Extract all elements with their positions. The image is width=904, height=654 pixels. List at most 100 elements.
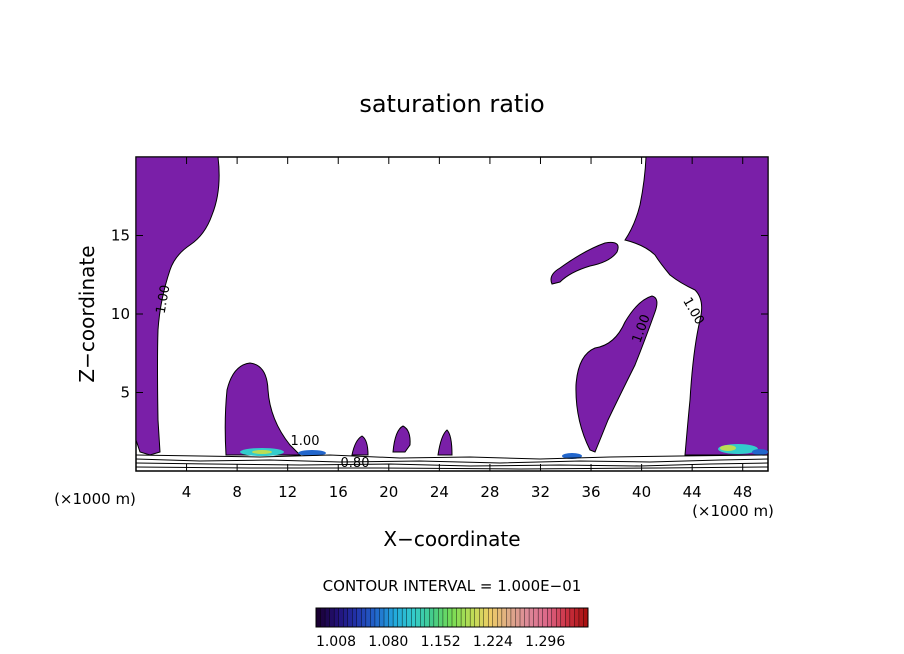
x-tick-label: 16: [329, 483, 348, 501]
colorbar-segment: [424, 607, 430, 628]
contour-label-left: 1.00: [154, 284, 174, 315]
region-right-tall: [624, 156, 769, 456]
saturation-cores: [240, 444, 768, 459]
core-left-inner: [252, 450, 272, 454]
colorbar-segment: [370, 607, 376, 628]
colorbar-segment: [460, 607, 467, 628]
colorbar-segment: [551, 607, 557, 628]
supersaturation-regions: [135, 156, 769, 456]
colorbar-segment: [388, 607, 394, 628]
colorbar-tick-label: 1.296: [525, 634, 565, 650]
x-tick-label: 12: [278, 483, 297, 501]
colorbar-segment: [356, 607, 362, 628]
colorbar-segment: [497, 607, 503, 628]
x-unit-label: (×1000 m): [692, 502, 774, 520]
x-tick-label: 32: [531, 483, 550, 501]
colorbar-segment: [415, 607, 421, 628]
colorbar-segment: [528, 607, 535, 628]
colorbar-segment: [329, 607, 335, 628]
colorbar-tick-label: 1.008: [316, 634, 356, 650]
colorbar-segment: [383, 607, 390, 628]
colorbar-segment: [438, 607, 444, 628]
colorbar-segment: [374, 607, 380, 628]
colorbar-segment: [361, 607, 367, 628]
colorbar-segment: [519, 607, 526, 628]
colorbar-tick-label: 1.080: [368, 634, 408, 650]
colorbar-segment: [456, 607, 462, 628]
colorbar-segment: [537, 607, 544, 628]
colorbar-segment: [347, 607, 353, 628]
colorbar-frame: [315, 607, 589, 628]
y-axis: 5 10 15: [111, 227, 768, 402]
region-upper-lens: [550, 241, 619, 285]
colorbar-segment: [492, 607, 498, 628]
colorbar-segment: [479, 607, 485, 628]
colorbar-tick-label: 1.152: [421, 634, 461, 650]
colorbar-segment: [542, 607, 548, 628]
colorbar-segment: [315, 607, 322, 628]
colorbar-segment: [515, 607, 521, 628]
x-tick-label: 24: [430, 483, 449, 501]
region-small-18km: [351, 435, 369, 456]
x-tick-label: 48: [733, 483, 752, 501]
contour-label-ground: 0.80: [341, 456, 370, 471]
ground-contours: [135, 454, 769, 470]
x-tick-label: 20: [379, 483, 398, 501]
colorbar-segment: [392, 607, 399, 628]
colorbar-segment: [352, 607, 358, 628]
x-tick-label: 40: [632, 483, 651, 501]
colorbar-segment: [533, 607, 539, 628]
region-small-21km: [392, 425, 411, 453]
region-hill-8km: [224, 362, 302, 456]
colorbar-segment: [483, 607, 489, 628]
contour-labels: 1.00 1.00 1.00 1.00 0.80: [154, 284, 707, 471]
colorbar-segment: [324, 607, 331, 628]
contour-line-4: [135, 466, 769, 470]
contour-line-2: [135, 458, 769, 464]
core-mid: [298, 450, 326, 456]
colorbar-tick-label: 1.224: [473, 634, 513, 650]
region-left-tall: [135, 156, 220, 456]
colorbar: [315, 607, 589, 628]
x-tick-label: 28: [480, 483, 499, 501]
colorbar-segment: [465, 607, 471, 628]
x-tick-label: 4: [182, 483, 192, 501]
colorbar-segment: [365, 607, 371, 628]
y-axis-label: Z−coordinate: [75, 245, 99, 382]
colorbar-segment: [397, 607, 403, 628]
colorbar-segment: [333, 607, 340, 628]
colorbar-segment: [510, 607, 516, 628]
colorbar-segment: [447, 607, 453, 628]
core-right-inner: [720, 445, 736, 451]
colorbar-segment: [547, 607, 553, 628]
colorbar-segment: [420, 607, 426, 628]
y-tick-label: 15: [111, 227, 130, 245]
core-right-edge: [752, 449, 768, 455]
colorbar-tick-labels: 1.008 1.080 1.152 1.224 1.296: [316, 634, 565, 650]
x-axis: 4 8 12 16 20 24 28 32 36 40 44 48: [182, 157, 752, 501]
x-tick-label: 36: [581, 483, 600, 501]
colorbar-segment: [451, 607, 458, 628]
colorbar-segment: [343, 607, 349, 628]
colorbar-segment: [560, 607, 566, 628]
colorbar-segment: [506, 607, 512, 628]
region-small-25km: [437, 429, 453, 456]
colorbar-segment: [501, 607, 507, 628]
contour-label-center: 1.00: [291, 434, 320, 449]
x-tick-label: 8: [232, 483, 242, 501]
z-unit-label: (×1000 m): [54, 490, 136, 508]
plot-area: 1.00 1.00 1.00 1.00 0.80: [135, 156, 769, 472]
y-tick-label: 5: [120, 384, 130, 402]
colorbar-segment: [574, 607, 580, 628]
region-slanted-finger: [575, 295, 658, 453]
colorbar-segment: [401, 607, 408, 628]
colorbar-segment: [565, 607, 571, 628]
colorbar-segment: [442, 607, 448, 628]
colorbar-segment: [474, 607, 480, 628]
contour-interval-text: CONTOUR INTERVAL = 1.000E−01: [323, 577, 582, 595]
colorbar-segment: [569, 607, 575, 628]
y-tick-label: 10: [111, 305, 130, 323]
contour-line-1: [135, 454, 769, 460]
colorbar-segment: [379, 607, 385, 628]
